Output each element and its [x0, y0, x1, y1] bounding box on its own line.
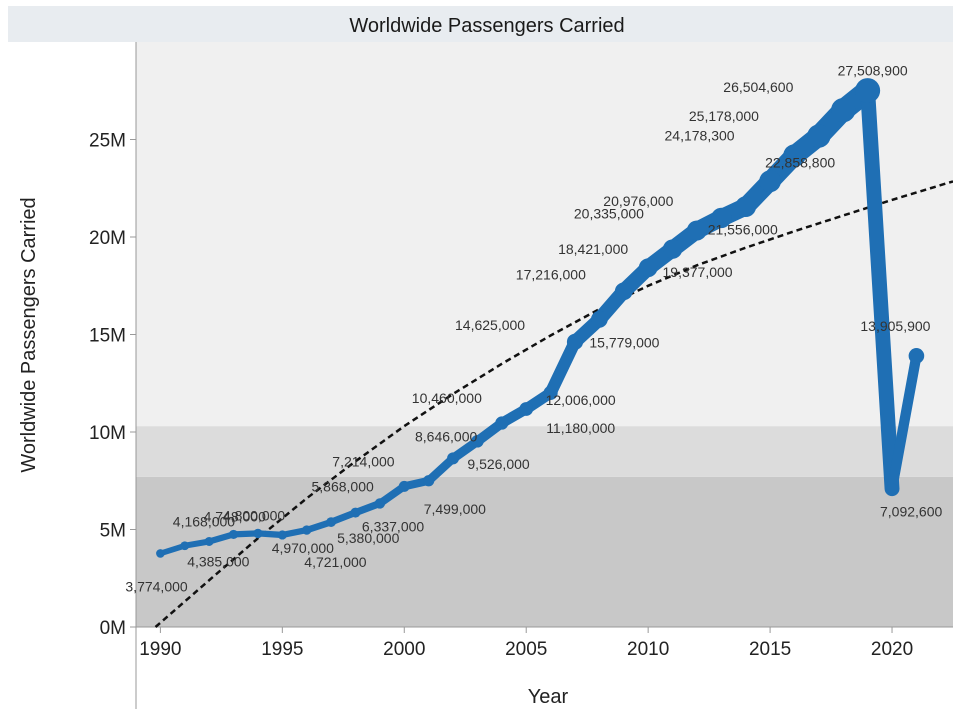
data-point — [350, 507, 361, 518]
data-label: 7,214,000 — [332, 453, 394, 469]
x-tick-label: 1990 — [139, 639, 181, 660]
y-tick-label: 0M — [100, 618, 126, 639]
data-label: 19,377,000 — [663, 264, 733, 280]
data-label: 8,646,000 — [415, 428, 477, 444]
data-point — [277, 530, 287, 540]
data-label: 5,868,000 — [312, 479, 374, 495]
data-point — [735, 196, 757, 218]
data-label: 4,748,000 — [204, 508, 266, 524]
x-tick-label: 1995 — [261, 639, 303, 660]
data-point — [156, 549, 165, 558]
data-point — [908, 348, 925, 364]
trend-line-group — [154, 180, 953, 628]
data-point — [398, 480, 410, 492]
data-label: 17,216,000 — [516, 266, 586, 282]
y-tick-label: 15M — [89, 326, 126, 347]
data-point — [423, 475, 435, 487]
data-point — [471, 434, 484, 448]
data-point — [495, 416, 509, 430]
data-label: 22,858,800 — [765, 154, 835, 170]
data-point — [662, 239, 683, 259]
background-bands — [136, 42, 953, 627]
data-point — [302, 525, 312, 535]
data-point — [855, 78, 881, 104]
x-tick-label: 2020 — [871, 639, 913, 660]
data-label: 25,178,000 — [689, 108, 759, 124]
title-bar — [8, 6, 953, 42]
data-point — [326, 517, 337, 527]
chart-title: Worldwide Passengers Carried — [349, 15, 624, 37]
data-label: 26,504,600 — [723, 79, 793, 95]
series-segment — [860, 83, 900, 497]
data-label: 4,385,000 — [187, 554, 249, 570]
y-axis-title: Worldwide Passengers Carried — [18, 197, 40, 472]
y-tick-label: 25M — [89, 131, 126, 152]
data-label: 4,800,000 — [223, 507, 285, 523]
data-label: 12,006,000 — [546, 392, 616, 408]
y-tick-label: 5M — [100, 521, 126, 542]
data-label: 9,526,000 — [467, 456, 529, 472]
data-label: 27,508,900 — [838, 63, 908, 79]
data-point — [759, 170, 781, 193]
data-label: 4,721,000 — [304, 554, 366, 570]
data-point — [614, 282, 633, 301]
data-point — [886, 483, 898, 495]
data-point — [807, 124, 831, 148]
series-segment — [886, 350, 922, 494]
data-label: 24,178,300 — [665, 128, 735, 144]
data-label: 10,460,000 — [412, 390, 482, 406]
data-label: 7,092,600 — [880, 504, 942, 520]
x-tick-label: 2015 — [749, 639, 791, 660]
data-labels: 3,774,000 4,168,000 4,385,000 4,748,0004,80… — [125, 63, 942, 595]
background-band-2 — [136, 426, 953, 477]
data-label: 21,556,000 — [708, 222, 778, 238]
data-point — [180, 541, 190, 551]
y-tick-label: 10M — [89, 423, 126, 444]
data-point — [228, 529, 239, 540]
data-label: 3,774,000 — [125, 578, 187, 594]
data-point — [204, 536, 214, 546]
data-label: 13,905,900 — [860, 318, 930, 334]
data-label: 15,779,000 — [589, 334, 659, 350]
x-tick-label: 2010 — [627, 639, 669, 660]
data-point — [374, 498, 386, 509]
series-segment — [544, 335, 582, 399]
data-label: 18,421,000 — [558, 241, 628, 257]
x-axis-title: Year — [528, 686, 569, 708]
data-point — [543, 385, 558, 400]
data-point — [783, 144, 806, 167]
data-point — [566, 333, 584, 350]
data-label: 20,976,000 — [603, 193, 673, 209]
data-point — [253, 528, 263, 539]
data-point — [638, 258, 658, 278]
data-label: 14,625,000 — [455, 317, 525, 333]
data-label: 4,168,000 — [173, 514, 235, 530]
background-band-3 — [136, 42, 953, 427]
background-band-1 — [136, 476, 953, 627]
x-tick-label: 2005 — [505, 639, 547, 660]
data-label: 11,180,000 — [546, 420, 615, 436]
data-point — [447, 452, 460, 465]
axes: 0M 5M 10M 15M 20M 25M 1990 1995 2000 2005 2010 2015… — [89, 42, 953, 709]
x-tick-label: 2000 — [383, 639, 425, 660]
series-group — [156, 78, 925, 558]
data-point — [831, 97, 856, 123]
data-label: 7,499,000 — [424, 501, 486, 517]
y-tick-label: 20M — [89, 228, 126, 249]
data-point — [590, 310, 608, 328]
data-label: 4,970,000 — [272, 540, 334, 556]
data-label: 5,380,000 — [337, 530, 399, 546]
data-label: 6,337,000 — [362, 518, 424, 534]
data-label: 20,335,000 — [574, 206, 644, 222]
trend-line — [154, 180, 953, 628]
data-point — [686, 220, 707, 241]
data-point — [711, 207, 732, 229]
data-point — [519, 402, 534, 416]
